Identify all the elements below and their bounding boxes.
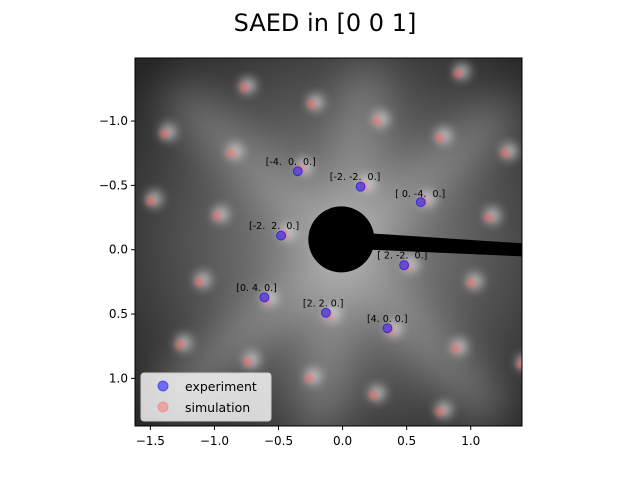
simulation-point	[450, 344, 460, 354]
y-tick-label: −1.0	[99, 114, 128, 128]
y-tick-label: 0.5	[109, 307, 128, 321]
diffuse-streak	[304, 247, 356, 426]
spot-annotation: [ 2. -2. 0.]	[377, 251, 427, 262]
simulation-point	[368, 390, 378, 400]
spot-annotation: [2. 2. 0.]	[303, 298, 344, 309]
experiment-point	[415, 197, 426, 208]
x-tick-label: −0.5	[264, 434, 293, 448]
simulation-point	[307, 99, 317, 109]
simulation-point	[484, 213, 494, 223]
experiment-point	[355, 181, 366, 192]
spot-annotation: [4. 0. 0.]	[367, 314, 408, 325]
x-tick-label: 0.5	[397, 434, 416, 448]
y-axis: −1.0 −0.5 0.0 0.5 1.0	[99, 114, 135, 385]
experiment-point	[276, 230, 287, 241]
spot-annotation: [-4. 0. 0.]	[266, 157, 316, 168]
y-tick-label: 1.0	[109, 371, 128, 385]
experiment-point	[382, 323, 393, 334]
y-tick-label: 0.0	[109, 243, 128, 257]
legend-simulation-label: simulation	[185, 400, 250, 415]
simulation-point	[159, 129, 169, 139]
spot-annotation: [-2. -2. 0.]	[330, 172, 381, 183]
beam-stop	[308, 206, 522, 273]
spot-annotations: [-4. 0. 0.] [-2. -2. 0.] [ 0. -4. 0.] [-2. …	[236, 157, 445, 325]
x-tick-label: 0.0	[333, 434, 352, 448]
experiment-point	[292, 166, 303, 177]
simulation-point	[466, 278, 476, 288]
diffraction-pattern: [-4. 0. 0.] [-2. -2. 0.] [ 0. -4. 0.] [-2. …	[135, 58, 522, 426]
legend-box	[140, 372, 272, 422]
simulation-point	[453, 68, 463, 78]
legend-experiment-label: experiment	[185, 379, 257, 394]
simulation-point	[145, 196, 155, 206]
y-tick-label: −0.5	[99, 178, 128, 192]
simulation-point	[194, 277, 204, 287]
spot-annotation: [-2. 2. 0.]	[249, 221, 299, 232]
spot-annotation: [ 0. -4. 0.]	[395, 189, 445, 200]
experiment-point	[320, 307, 331, 318]
beam-stop-arm	[341, 231, 522, 257]
x-axis: −1.5 −1.0 −0.5 0.0 0.5 1.0	[136, 426, 480, 448]
simulation-point	[500, 148, 510, 158]
spot-annotation: [0. 4. 0.]	[236, 283, 277, 294]
x-tick-label: −1.0	[200, 434, 229, 448]
experiment-point	[259, 292, 270, 303]
simulation-point	[175, 340, 185, 350]
diffuse-streak	[333, 240, 506, 426]
legend: experiment simulation	[140, 372, 272, 422]
beam-stop-disc	[308, 206, 375, 273]
simulation-point	[226, 148, 236, 158]
legend-experiment-marker	[157, 380, 169, 392]
simulation-point	[435, 407, 445, 417]
experiment-point	[399, 260, 410, 271]
simulation-point	[243, 357, 253, 367]
simulation-point	[435, 133, 445, 143]
x-tick-label: 1.0	[461, 434, 480, 448]
experiment-spots	[259, 166, 426, 334]
plot-frame	[134, 57, 523, 427]
simulation-point	[372, 116, 382, 126]
simulation-point	[239, 83, 249, 93]
simulation-point	[304, 373, 314, 383]
x-tick-label: −1.5	[136, 434, 165, 448]
chart-title: SAED in [0 0 1]	[234, 9, 417, 37]
legend-simulation-marker	[157, 401, 169, 413]
simulation-point	[516, 359, 522, 369]
simulation-point	[212, 211, 222, 221]
